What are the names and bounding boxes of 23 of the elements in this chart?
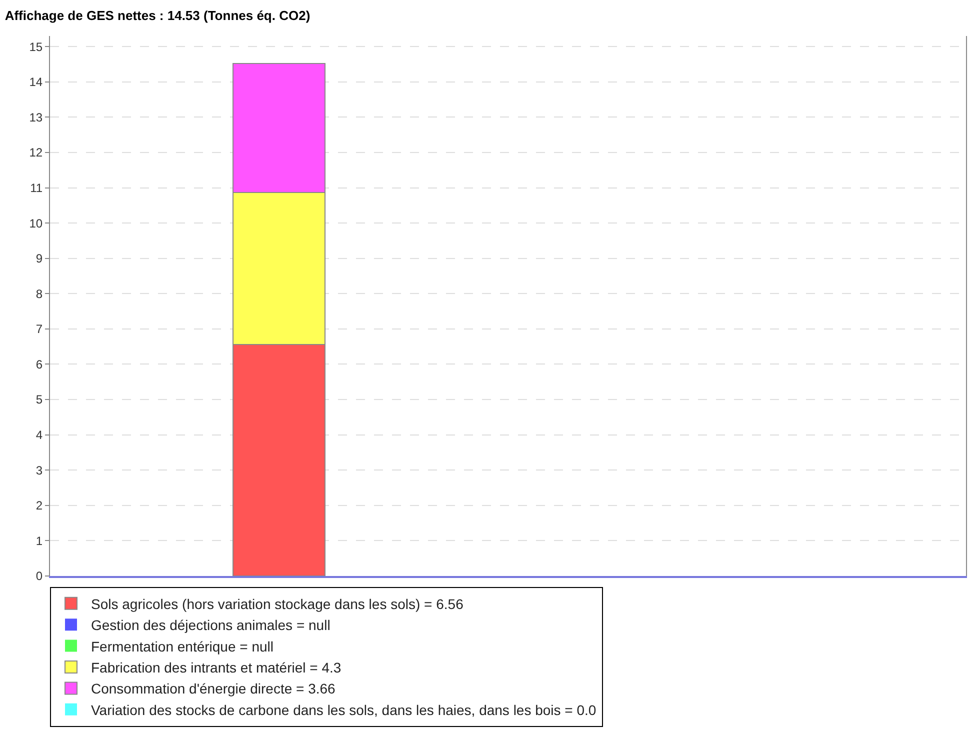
- legend-label: Consommation d'énergie directe = 3.66: [91, 680, 336, 697]
- y-tick-label: 0: [36, 569, 43, 584]
- y-tick-label: 6: [36, 357, 43, 372]
- y-tick-label: 13: [29, 110, 43, 124]
- y-tick-label: 8: [36, 286, 43, 301]
- y-tick-label: 12: [29, 146, 43, 160]
- y-tick-label: 10: [29, 216, 43, 230]
- legend-label: Variation des stocks de carbone dans les sols, dans les haies, dans les bois = 0.0: [91, 702, 596, 718]
- y-tick-label: 14: [29, 75, 43, 90]
- y-tick-label: 11: [30, 180, 43, 195]
- y-tick-label: 2: [36, 498, 43, 513]
- y-tick-label: 1: [36, 534, 43, 548]
- chart-title: Affichage de GES nettes : 14.53 (Tonnes éq. CO2): [4, 8, 310, 24]
- legend-label: Sols agricoles (hors variation stockage dans les sols) = 6.56: [91, 596, 464, 612]
- y-tick-label: 4: [36, 428, 43, 442]
- y-tick-label: 7: [36, 322, 43, 336]
- y-tick-label: 9: [36, 252, 43, 266]
- legend-label: Fabrication des intrants et matériel = 4.3: [91, 659, 342, 676]
- legend-label: Gestion des déjections animales = null: [91, 617, 330, 634]
- y-tick-label: 15: [29, 40, 43, 54]
- legend-label: Fermentation entérique = null: [91, 638, 274, 654]
- y-tick-label: 5: [36, 392, 43, 407]
- y-tick-label: 3: [36, 463, 43, 478]
